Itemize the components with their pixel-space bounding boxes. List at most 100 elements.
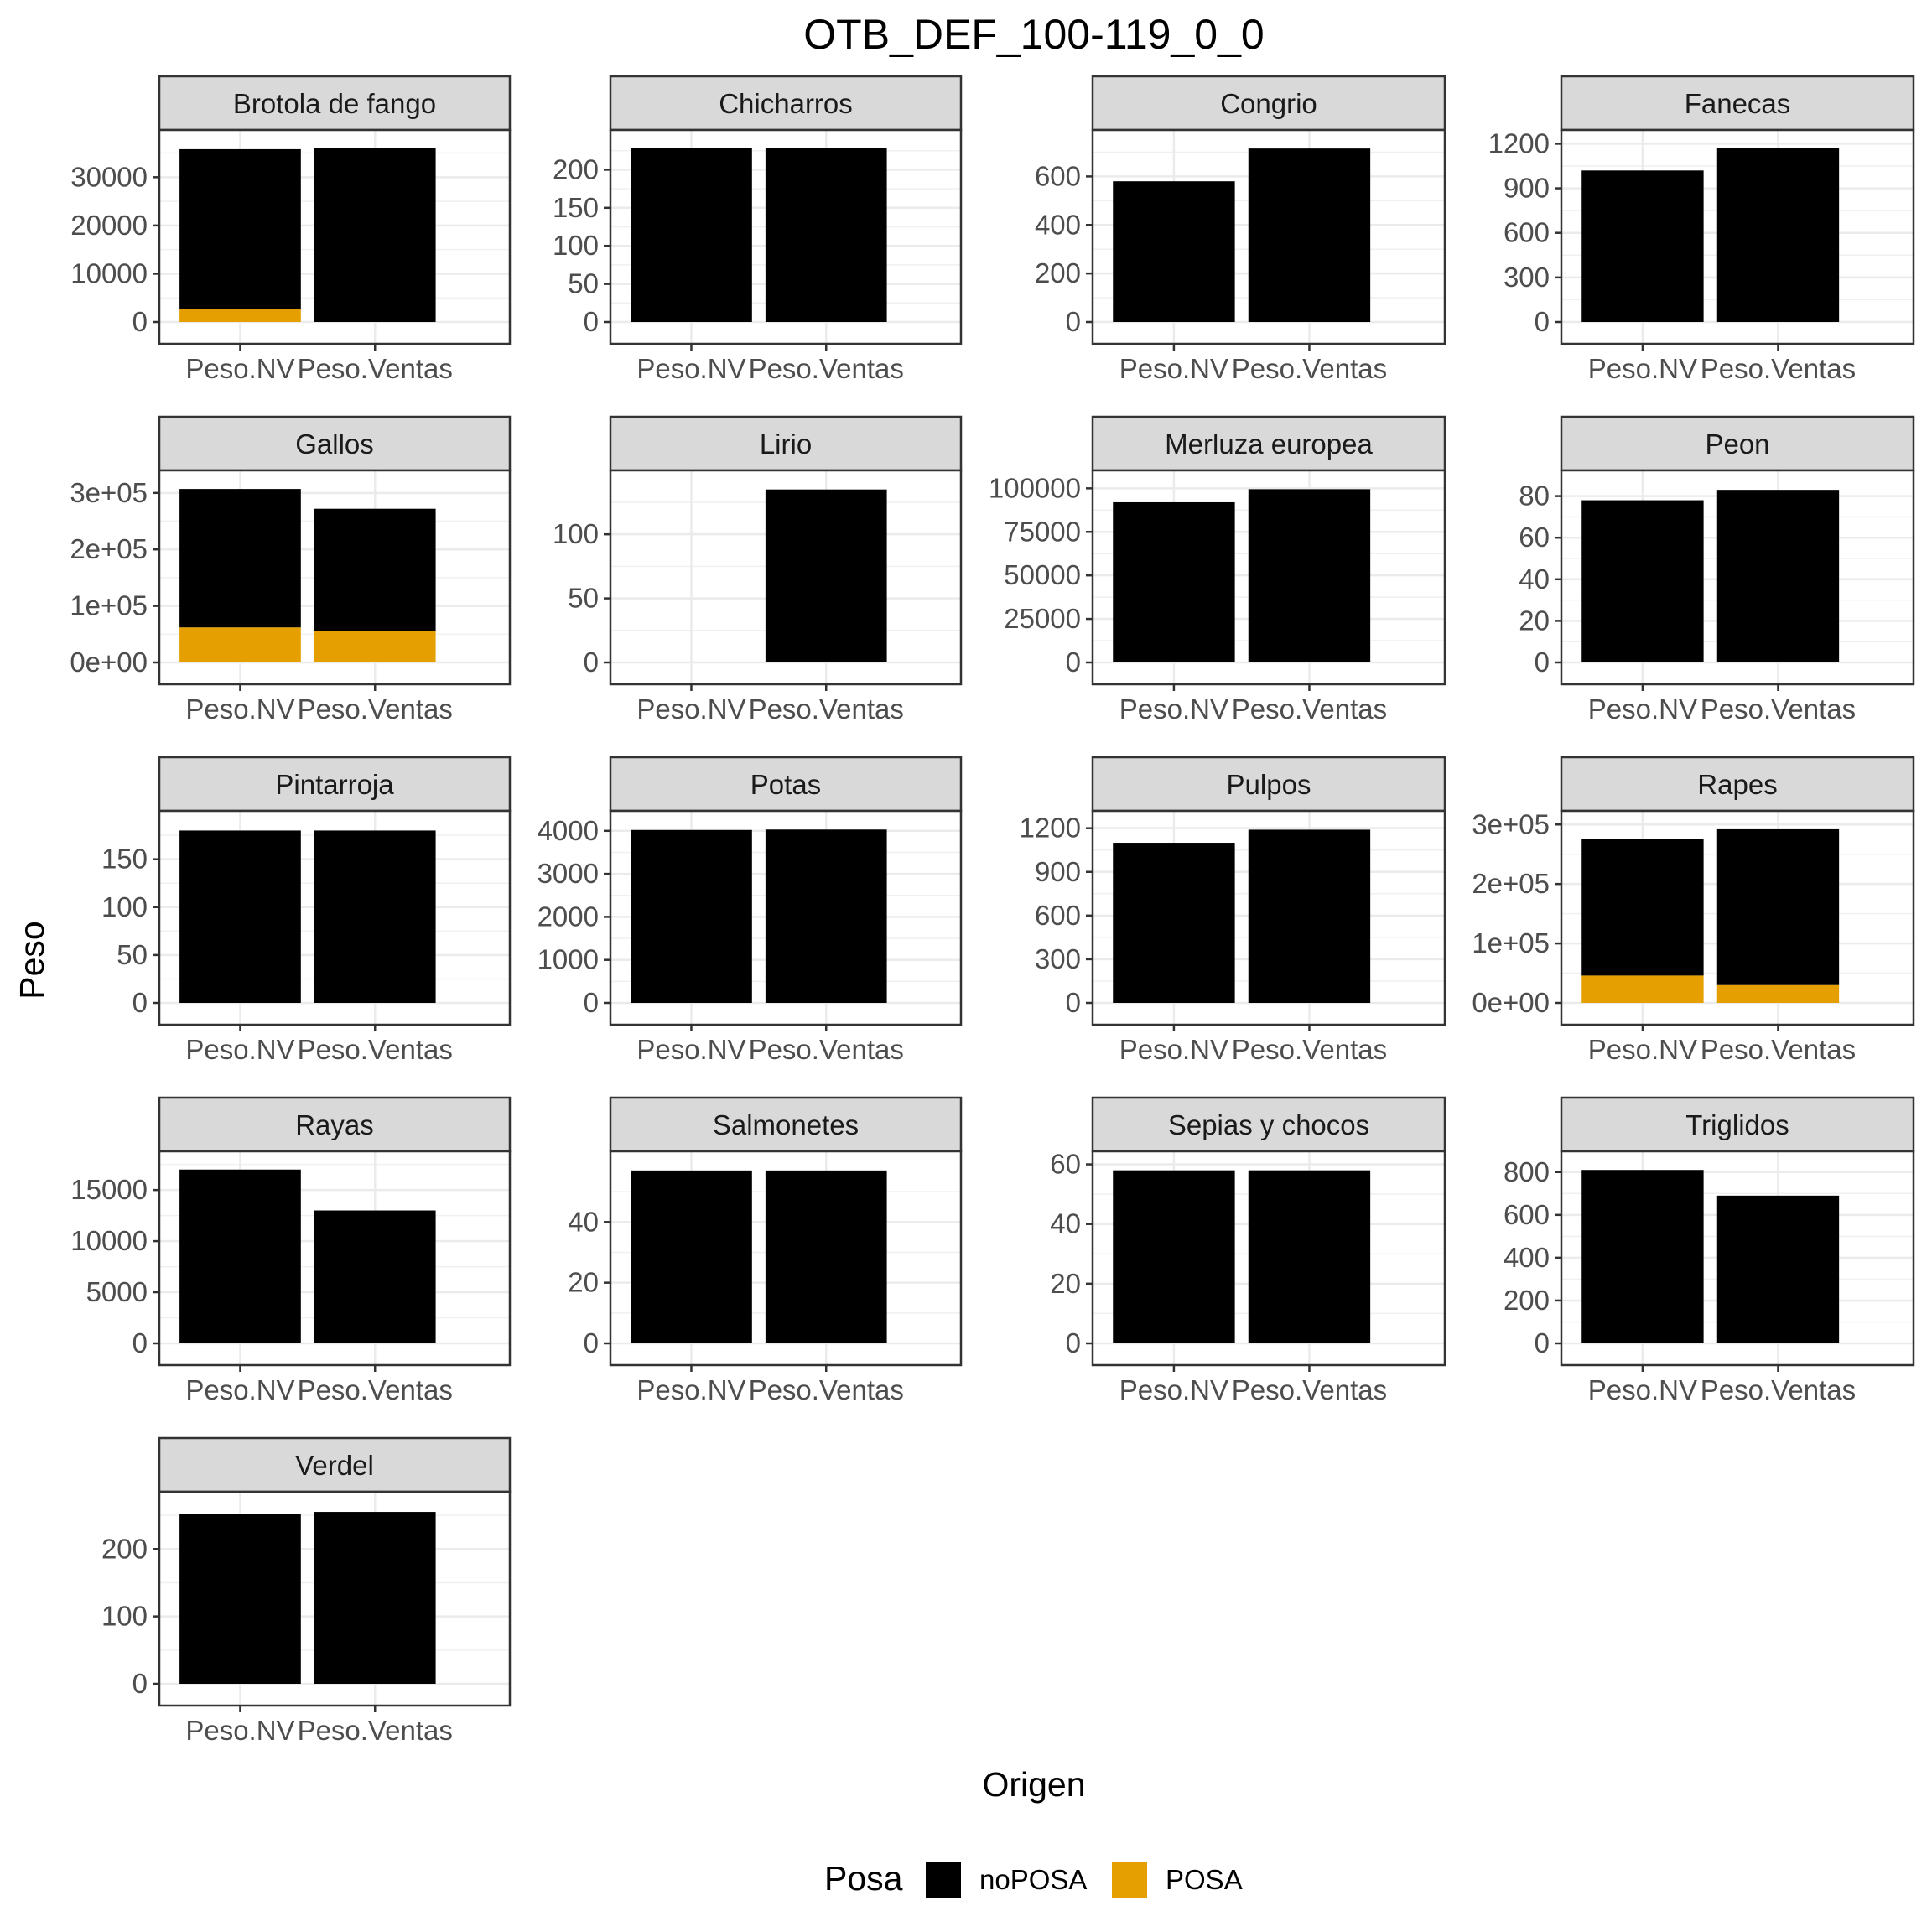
x-tick-label: Peso.NV	[1588, 1374, 1697, 1405]
y-tick-label: 0e+00	[1472, 987, 1550, 1018]
facet-panel: Verdel 0 100 200 Peso.NV Peso.Ventas	[101, 1436, 512, 1746]
bar-noposa	[1113, 1170, 1235, 1343]
plot-panel-border	[1091, 1150, 1446, 1367]
x-tick-label: Peso.Ventas	[1232, 1034, 1387, 1065]
x-tick-label: Peso.Ventas	[298, 353, 453, 384]
y-tick-label: 1200	[1020, 813, 1081, 844]
x-tick-label: Peso.NV	[636, 1374, 745, 1405]
x-tick-label: Peso.NV	[1588, 1034, 1697, 1065]
y-tick-label: 40	[568, 1206, 599, 1237]
legend-swatch	[926, 1862, 961, 1898]
bar-noposa	[1113, 181, 1235, 322]
bar-noposa	[179, 830, 301, 1003]
y-tick-label: 1200	[1488, 127, 1550, 158]
plot-panel-border	[609, 1150, 963, 1367]
y-tick-label: 0	[584, 306, 599, 337]
facet-strip	[1091, 1096, 1446, 1153]
plot-panel-border	[1560, 469, 1915, 686]
y-tick-label: 100	[101, 1601, 148, 1632]
facet-title: Rayas	[295, 1109, 374, 1140]
facet-title: Salmonetes	[713, 1109, 859, 1140]
x-tick-label: Peso.NV	[1588, 693, 1697, 724]
y-tick-label: 900	[1035, 856, 1081, 887]
y-tick-label: 0	[1535, 1327, 1550, 1358]
plot-panel-border	[1091, 809, 1446, 1026]
facet-strip	[158, 75, 512, 132]
bar-noposa	[631, 829, 752, 1003]
facet-title: Pulpos	[1227, 769, 1311, 800]
plot-panel-border	[609, 128, 963, 345]
y-tick-label: 20000	[70, 210, 148, 241]
y-tick-label: 200	[553, 153, 599, 184]
y-tick-label: 0	[1066, 1327, 1081, 1358]
x-tick-label: Peso.Ventas	[1232, 353, 1387, 384]
y-tick-label: 1e+05	[1472, 927, 1550, 958]
facet-strip	[1560, 756, 1915, 813]
y-tick-label: 80	[1519, 480, 1550, 512]
facet-panel: Triglidos 0 200 400 600 800 Peso.NV Peso.Ventas	[1504, 1096, 1915, 1405]
y-tick-label: 400	[1504, 1242, 1550, 1273]
y-tick-label: 30000	[70, 161, 148, 192]
y-tick-label: 0	[132, 306, 148, 337]
plot-panel-border	[1560, 128, 1915, 345]
bar-noposa	[1716, 148, 1840, 322]
x-tick-label: Peso.Ventas	[1232, 1374, 1387, 1405]
x-tick-label: Peso.Ventas	[749, 1374, 904, 1405]
facet-strip	[609, 756, 963, 813]
x-tick-label: Peso.Ventas	[298, 1374, 453, 1405]
facet-panel: Congrio 0 200 400 600 Peso.NV Peso.Ventas	[1035, 75, 1446, 384]
facet-title: Congrio	[1220, 88, 1317, 119]
x-tick-label: Peso.NV	[636, 1034, 745, 1065]
legend-swatch	[1112, 1862, 1147, 1898]
bar-noposa	[1716, 490, 1840, 662]
y-tick-label: 0	[584, 647, 599, 678]
facet-title: Potas	[750, 769, 821, 800]
y-tick-label: 3e+05	[1472, 808, 1550, 839]
facet-title: Chicharros	[719, 88, 853, 119]
y-tick-label: 0	[584, 987, 599, 1018]
y-tick-label: 60	[1519, 522, 1550, 553]
y-tick-label: 100000	[989, 472, 1081, 503]
facet-strip	[609, 1096, 963, 1153]
plot-panel-border	[609, 469, 963, 686]
x-tick-label: Peso.Ventas	[1701, 1374, 1856, 1405]
y-tick-label: 75000	[1004, 516, 1081, 547]
bar-noposa	[1248, 829, 1371, 1003]
legend-title: Posa	[824, 1859, 903, 1898]
facet-title: Verdel	[295, 1450, 374, 1481]
y-tick-label: 40	[1519, 564, 1550, 595]
bar-noposa	[1716, 1195, 1840, 1343]
bar-posa	[314, 631, 436, 662]
y-tick-label: 60	[1050, 1149, 1081, 1180]
facet-strip	[1560, 415, 1915, 472]
y-tick-label: 2e+05	[1472, 868, 1550, 899]
y-tick-label: 3e+05	[70, 477, 148, 508]
x-axis-title: Origen	[982, 1765, 1085, 1804]
y-tick-label: 100	[553, 230, 599, 261]
bar-noposa	[314, 830, 436, 1003]
facet-title: Peon	[1705, 428, 1769, 460]
y-tick-label: 600	[1035, 900, 1081, 931]
y-tick-label: 2000	[538, 901, 599, 932]
y-tick-label: 3000	[538, 858, 599, 889]
x-tick-label: Peso.Ventas	[298, 1715, 453, 1746]
facet-strip	[1560, 1096, 1915, 1153]
facet-title: Pintarroja	[275, 769, 394, 800]
y-tick-label: 300	[1035, 943, 1081, 974]
bar-noposa	[1581, 839, 1704, 976]
bar-noposa	[314, 508, 436, 631]
legend-label: noPOSA	[979, 1864, 1087, 1895]
bar-noposa	[1581, 500, 1704, 662]
facet-panel: Lirio 0 50 100 Peso.NV Peso.Ventas	[553, 415, 963, 724]
y-tick-label: 25000	[1004, 603, 1081, 634]
y-tick-label: 600	[1504, 217, 1550, 248]
x-tick-label: Peso.NV	[636, 693, 745, 724]
x-tick-label: Peso.NV	[636, 353, 745, 384]
facet-title: Triglidos	[1685, 1109, 1789, 1140]
y-tick-label: 20	[1519, 605, 1550, 636]
facet-strip	[158, 415, 512, 472]
chart-title: OTB_DEF_100-119_0_0	[803, 11, 1264, 58]
facet-title: Gallos	[295, 428, 374, 460]
